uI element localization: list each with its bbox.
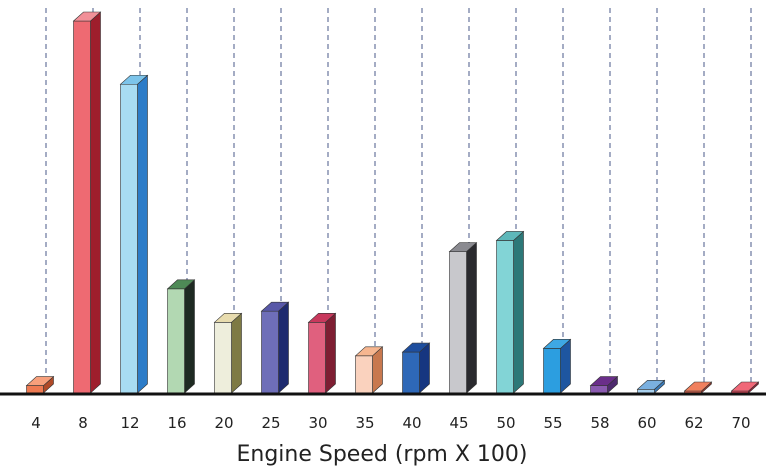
tick-label-8: 8	[78, 414, 88, 432]
bar-55	[542, 338, 572, 394]
bar-front-12	[120, 83, 138, 394]
bar-front-8	[73, 20, 91, 394]
bar-front-55	[543, 348, 561, 394]
bar-62	[683, 381, 713, 394]
tick-label-20: 20	[214, 414, 233, 432]
bar-35	[354, 346, 384, 394]
bar-top-62	[683, 381, 713, 392]
bar-20	[213, 312, 243, 394]
bar-58	[589, 375, 619, 394]
bar-top-40	[401, 342, 431, 353]
bar-layer	[25, 11, 760, 394]
tick-label-60: 60	[637, 414, 656, 432]
tick-label-45: 45	[449, 414, 468, 432]
tick-label-16: 16	[167, 414, 186, 432]
bar-45	[448, 241, 478, 394]
x-tick-labels: 4 8 12 16 20 25 30 35 40 45 50 55 58 60 62 70	[31, 414, 750, 432]
bar-top-58	[589, 376, 619, 386]
bar-front-16	[167, 288, 185, 394]
bar-top-70	[730, 381, 760, 392]
bar-70	[730, 381, 760, 394]
bar-side-30	[325, 312, 336, 394]
bar-top-12	[119, 74, 149, 85]
bar-50	[495, 230, 525, 394]
bar-top-16	[166, 279, 196, 290]
tick-label-55: 55	[543, 414, 562, 432]
tick-label-58: 58	[590, 414, 609, 432]
bar-front-30	[308, 322, 326, 394]
bar-16	[166, 279, 196, 394]
tick-label-40: 40	[402, 414, 421, 432]
bar-top-60	[636, 379, 666, 390]
tick-label-25: 25	[261, 414, 280, 432]
bar-front-20	[214, 322, 232, 394]
bar-30	[307, 312, 337, 394]
bar-front-60	[637, 388, 655, 394]
bar-side-45	[466, 241, 477, 394]
bar-top-55	[542, 339, 572, 349]
tick-label-12: 12	[120, 414, 139, 432]
bar-top-4	[25, 376, 55, 386]
bar-top-8	[72, 11, 102, 22]
bar-front-25	[261, 310, 279, 394]
bar-12	[119, 74, 149, 394]
bar-front-4	[26, 385, 44, 394]
bar-60	[636, 379, 666, 394]
bar-side-20	[231, 312, 242, 394]
bar-side-50	[513, 230, 524, 394]
tick-label-35: 35	[355, 414, 374, 432]
bar-front-50	[496, 240, 514, 394]
bar-4	[25, 375, 55, 394]
bar-top-50	[495, 231, 525, 241]
bar-side-25	[278, 301, 289, 394]
bar-side-12	[137, 74, 148, 394]
bar-40	[401, 342, 431, 394]
bar-25	[260, 301, 290, 394]
bar-front-40	[402, 351, 420, 394]
bar-top-35	[354, 346, 384, 357]
bar-front-45	[449, 251, 467, 394]
bar-top-30	[307, 313, 337, 323]
tick-label-4: 4	[31, 414, 41, 432]
bar-front-35	[355, 355, 373, 394]
grid-layer	[45, 8, 752, 393]
bar-side-8	[90, 11, 101, 394]
bar-top-25	[260, 301, 290, 312]
tick-label-62: 62	[684, 414, 703, 432]
bar-front-58	[590, 385, 608, 394]
tick-label-30: 30	[308, 414, 327, 432]
tick-label-70: 70	[731, 414, 750, 432]
tick-label-50: 50	[496, 414, 515, 432]
bar-8	[72, 11, 102, 394]
bar-side-16	[184, 279, 195, 394]
bar-top-45	[448, 242, 478, 252]
bar-top-20	[213, 313, 243, 323]
x-axis-title: Engine Speed (rpm X 100)	[236, 442, 527, 467]
